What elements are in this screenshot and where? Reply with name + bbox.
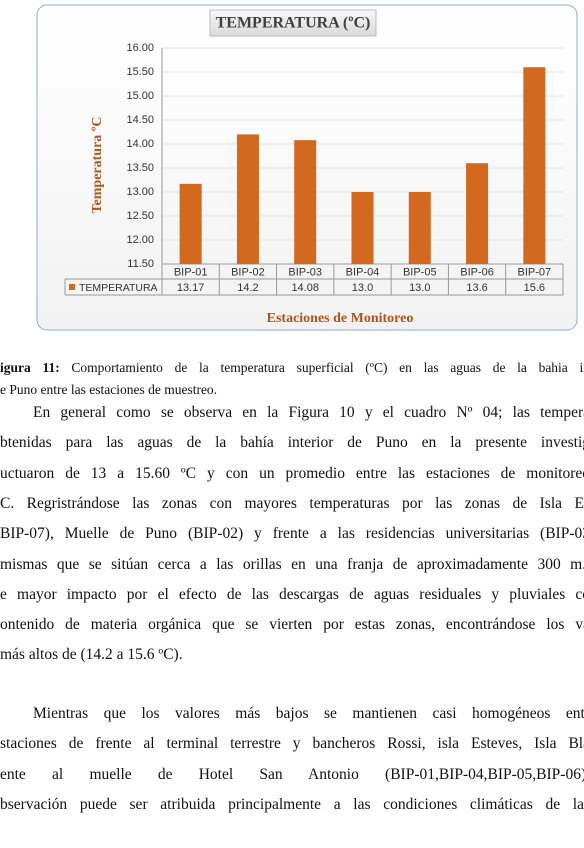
table-value: 14.08 <box>291 282 319 294</box>
text-line: uctuaron de 13 a 15.60 ºC y con un prome… <box>0 464 584 482</box>
table-value: 13.0 <box>352 282 373 294</box>
table-value: 13.17 <box>177 282 205 294</box>
bar <box>351 192 374 264</box>
legend-swatch <box>69 284 75 290</box>
y-tick-label: 16.00 <box>126 42 154 54</box>
y-axis-title: Temperatura ºC <box>90 116 105 213</box>
caption-label: igura 11: <box>0 360 60 375</box>
y-tick-label: 12.50 <box>126 210 154 222</box>
x-tick-label: BIP-01 <box>174 266 208 278</box>
x-tick-label: BIP-03 <box>288 266 322 278</box>
bar <box>294 140 317 264</box>
x-tick-label: BIP-05 <box>403 266 437 278</box>
y-tick-label: 14.50 <box>126 114 154 126</box>
bar <box>523 67 546 264</box>
y-tick-label: 11.50 <box>127 258 154 270</box>
bar <box>408 192 431 264</box>
text-line: C. Regristrándose las zonas con mayores … <box>0 494 584 512</box>
text-line: btenidas para las aguas de la bahía inte… <box>0 434 584 452</box>
x-tick-label: BIP-06 <box>460 266 494 278</box>
y-tick-label: 12.00 <box>126 234 154 246</box>
chart: TEMPERATURA (ºC) Temperatura ºC Estacion… <box>36 4 578 331</box>
x-tick-label: BIP-02 <box>231 266 265 278</box>
bar <box>236 134 259 264</box>
y-tick-label: 14.00 <box>126 138 154 150</box>
title-box <box>209 9 377 37</box>
text-line: igura 11: Comportamiento de la temperatu… <box>0 357 584 379</box>
text-line: staciones de frente al terminal terrestr… <box>0 735 584 753</box>
table-value: 13.0 <box>409 282 430 294</box>
text-line: mismas que se sitúan cerca a las orillas… <box>0 555 584 573</box>
legend-label: TEMPERATURA <box>79 282 158 294</box>
text-line: más altos de (14.2 a 15.6 ºC). <box>0 646 183 664</box>
text-line: e Puno entre las estaciones de muestreo. <box>0 379 584 401</box>
x-tick-label: BIP-07 <box>518 266 552 278</box>
text-line: e mayor impacto por el efecto de las des… <box>0 585 584 603</box>
text-line: bservación puede ser atribuida principal… <box>0 795 584 813</box>
caption-text: e Puno entre las estaciones de muestreo. <box>0 382 218 397</box>
text-line: En general como se observa en la Figura … <box>33 404 584 421</box>
x-axis-title: Estaciones de Monitoreo <box>267 311 414 326</box>
y-tick-label: 15.00 <box>126 90 154 102</box>
table-value: 13.6 <box>466 282 487 294</box>
text-line: BIP-07), Muelle de Puno (BIP-02) y frent… <box>0 525 584 543</box>
y-tick-label: 15.50 <box>126 66 154 78</box>
text-line: ontenido de materia orgánica que se vier… <box>0 616 584 634</box>
chart-title: TEMPERATURA (ºC) <box>216 15 371 32</box>
table-value: 14.2 <box>237 282 258 294</box>
table-value: 15.6 <box>524 282 545 294</box>
caption-text: Comportamiento de la temperatura superfi… <box>71 360 584 375</box>
text-line: ente al muelle de Hotel San Antonio (BIP… <box>0 765 584 783</box>
bar <box>466 163 489 264</box>
y-tick-label: 13.50 <box>126 162 154 174</box>
bar <box>179 183 202 264</box>
y-tick-label: 13.00 <box>126 186 154 198</box>
x-tick-label: BIP-04 <box>346 266 380 278</box>
text-line: Mientras que los valores más bajos se ma… <box>33 705 584 722</box>
